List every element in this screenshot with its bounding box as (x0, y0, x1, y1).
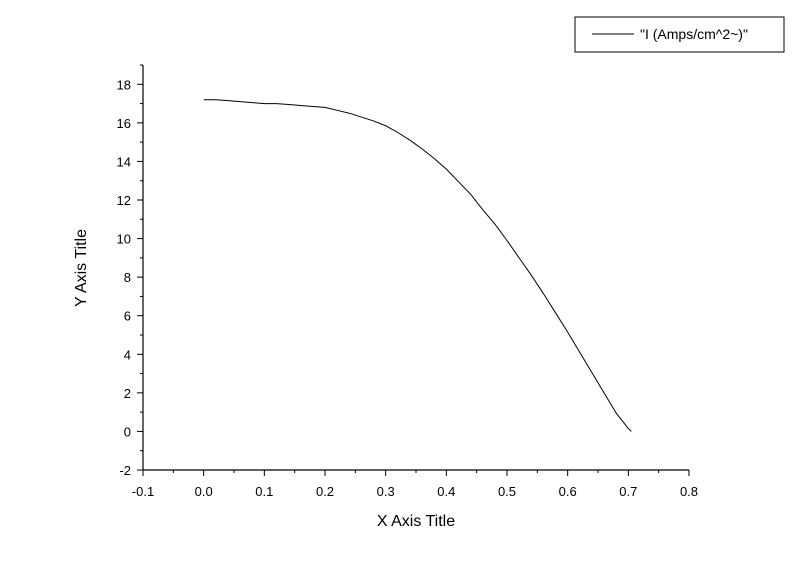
y-tick-label: 4 (124, 347, 131, 362)
y-tick-label: 8 (124, 270, 131, 285)
y-tick-label: 10 (117, 232, 131, 247)
x-ticks: -0.1 0.0 0.1 0.2 0.3 0.4 0.5 0.6 0.7 0.8 (132, 470, 698, 499)
y-axis-title: Y Axis Title (73, 229, 90, 307)
y-tick-label: 0 (124, 424, 131, 439)
y-ticks: -2 0 2 4 6 8 10 12 14 16 18 (117, 64, 143, 478)
series-line (203, 99, 632, 432)
series-group (203, 99, 632, 432)
x-tick-label: 0.8 (680, 484, 698, 499)
x-tick-label: 0.5 (498, 484, 516, 499)
y-tick-label: 18 (117, 77, 131, 92)
x-tick-label: 0.4 (437, 484, 455, 499)
legend-label: "I (Amps/cm^2~)" (640, 26, 748, 42)
x-axis-title: X Axis Title (377, 513, 455, 530)
x-tick-label: 0.0 (195, 484, 213, 499)
x-tick-label: -0.1 (132, 484, 154, 499)
x-tick-label: 0.6 (559, 484, 577, 499)
y-tick-label: 2 (124, 386, 131, 401)
y-tick-label: 16 (117, 116, 131, 131)
x-tick-label: 0.7 (619, 484, 637, 499)
x-tick-label: 0.3 (377, 484, 395, 499)
x-tick-label: 0.2 (316, 484, 334, 499)
y-tick-label: -2 (119, 463, 131, 478)
y-tick-label: 6 (124, 309, 131, 324)
y-tick-label: 12 (117, 193, 131, 208)
legend: "I (Amps/cm^2~)" (574, 16, 785, 53)
x-tick-label: 0.1 (255, 484, 273, 499)
y-tick-label: 14 (117, 154, 131, 169)
